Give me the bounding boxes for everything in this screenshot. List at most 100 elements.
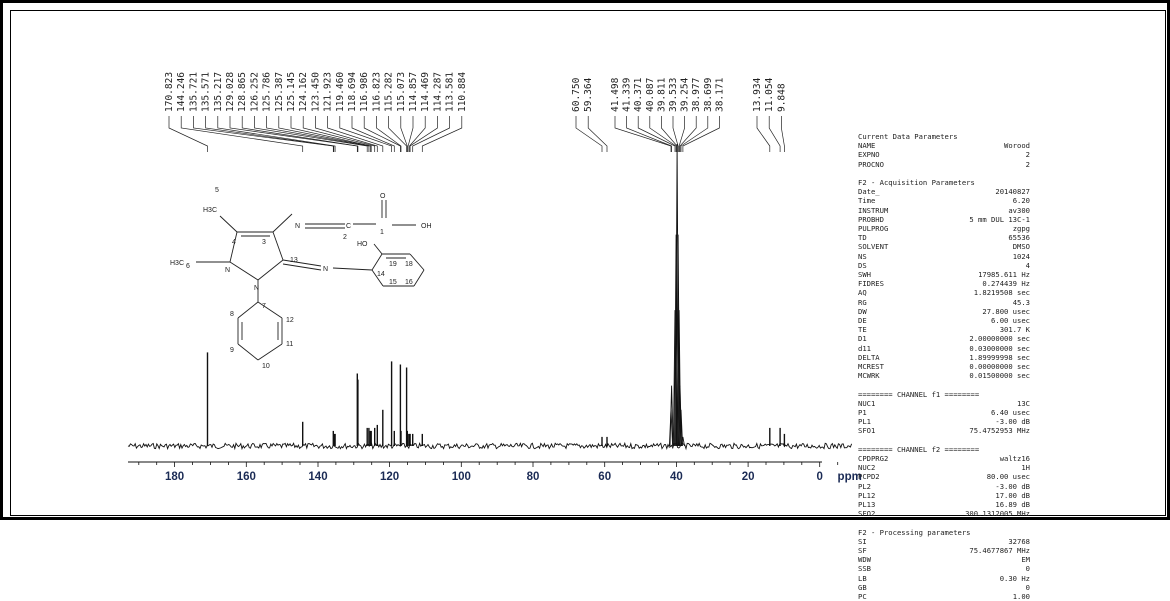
bond	[371, 253, 383, 271]
bond	[229, 261, 259, 281]
param-key: d11	[858, 343, 871, 353]
x-tick-label: 140	[308, 471, 327, 483]
param-key: PC	[858, 592, 867, 601]
atom-label: OH	[421, 223, 432, 230]
peak-label: 114.469	[420, 72, 431, 112]
peak-label: 119.460	[335, 72, 346, 112]
param-key: FIDRES	[858, 279, 884, 289]
peak-label: 116.986	[359, 72, 370, 112]
param-row: WDW EM	[858, 555, 1030, 564]
param-row: RG 45.3	[858, 298, 1030, 307]
peak-connector	[400, 116, 408, 152]
peak-label: 9.848	[776, 83, 787, 112]
param-key: PULPROG	[858, 224, 889, 234]
param-key: D1	[858, 334, 867, 344]
param-row: MCREST 0.00000000 sec	[858, 362, 1030, 371]
bond	[272, 231, 284, 261]
atom-label: 16	[405, 279, 413, 286]
param-value: -3.00 dB	[995, 481, 1030, 491]
peak-label: 115.282	[384, 72, 395, 112]
param-value: 0.30 Hz	[999, 573, 1030, 583]
peak-connector	[412, 116, 450, 152]
bond	[282, 259, 322, 267]
bond	[237, 301, 259, 319]
param-key: TE	[858, 325, 867, 335]
param-value: 300.1312005 MHz	[965, 509, 1030, 519]
bond	[371, 269, 384, 287]
param-row: SI 32768	[858, 537, 1030, 546]
atom-label: 4	[232, 239, 236, 246]
param-key: GB	[858, 582, 867, 592]
spectrum-peak	[680, 436, 685, 447]
param-key: PROCNO	[858, 159, 884, 169]
peak-label: 38.977	[691, 78, 702, 112]
param-row: NAME Worood	[858, 141, 1030, 150]
atom-label: 19	[389, 261, 397, 268]
param-key: PL1	[858, 417, 871, 427]
param-row: LB 0.30 Hz	[858, 574, 1030, 583]
param-value: 0.03000000 sec	[969, 343, 1030, 353]
param-value: 2.00000000 sec	[969, 334, 1030, 344]
param-key: MCREST	[858, 362, 884, 372]
nmr-spectrum-chart: 170.823 144.246 135.721 135.571 135.217 129.0…	[127, 72, 862, 483]
param-key: AQ	[858, 288, 867, 298]
param-value: 6.00 usec	[991, 316, 1030, 326]
bond	[332, 267, 373, 271]
peak-label: 125.387	[274, 72, 285, 112]
x-tick-label: 180	[165, 471, 184, 483]
spectrum-peak	[676, 234, 681, 447]
atom-label: H3C	[170, 260, 184, 267]
param-key: SSB	[858, 564, 871, 574]
param-row: NUC2 1H	[858, 463, 1030, 472]
param-row: INSTRUM av300	[858, 206, 1030, 215]
param-value: 301.7 K	[999, 325, 1030, 335]
x-axis: 180 160 140 120 100 80 60 40 20 0 ppm	[128, 461, 862, 483]
atom-label: 11	[286, 341, 293, 348]
param-row: DS 4	[858, 261, 1030, 270]
param-row: DW 27.800 usec	[858, 307, 1030, 316]
peak-label: 116.823	[371, 72, 382, 112]
param-row: PL12 17.00 dB	[858, 491, 1030, 500]
bond	[257, 259, 284, 281]
param-row: MCWRK 0.01500000 sec	[858, 371, 1030, 380]
param-key: DW	[858, 306, 867, 316]
param-key: Date_	[858, 187, 880, 197]
param-row: DE 6.00 usec	[858, 316, 1030, 325]
peak-connector	[614, 116, 672, 152]
param-section-header: ======== CHANNEL f2 ========	[858, 444, 980, 454]
param-value: 1.89999998 sec	[969, 352, 1030, 362]
peak-label: 125.786	[262, 72, 273, 112]
param-value: 16.89 dB	[995, 500, 1030, 510]
param-key: SFO2	[858, 509, 876, 519]
atom-label: 9	[230, 347, 234, 354]
atom-label: 14	[377, 271, 385, 278]
spectrum-peak	[678, 409, 684, 447]
bond	[257, 301, 283, 319]
param-value: 2	[1025, 159, 1030, 169]
param-value: EM	[1021, 555, 1030, 565]
atom-label: C	[346, 223, 351, 230]
peak-label: 124.162	[298, 72, 309, 112]
spectrum-peak	[677, 385, 683, 447]
peak-label: 39.811	[656, 77, 667, 112]
param-gap	[858, 380, 1030, 389]
bond	[409, 253, 425, 271]
peak-connector	[407, 116, 414, 152]
peak-connector	[315, 116, 378, 152]
atom-label: 13	[290, 257, 298, 264]
param-key: TD	[858, 233, 867, 243]
peak-label: 114.857	[408, 72, 419, 112]
param-key: SI	[858, 536, 867, 546]
param-value: 20140827	[995, 187, 1030, 197]
param-value: 75.4677867 MHz	[969, 546, 1030, 556]
param-key: Time	[858, 196, 876, 206]
param-row: SSB 0	[858, 564, 1030, 573]
param-key: SOLVENT	[858, 242, 889, 252]
param-row: TD 65536	[858, 233, 1030, 242]
param-row: PULPROG zgpg	[858, 224, 1030, 233]
atom-label: N	[323, 266, 328, 273]
param-key: PROBHD	[858, 214, 884, 224]
atom-label: 18	[405, 261, 413, 268]
peak-connector	[229, 116, 358, 152]
param-section-header: Current Data Parameters	[858, 132, 958, 141]
